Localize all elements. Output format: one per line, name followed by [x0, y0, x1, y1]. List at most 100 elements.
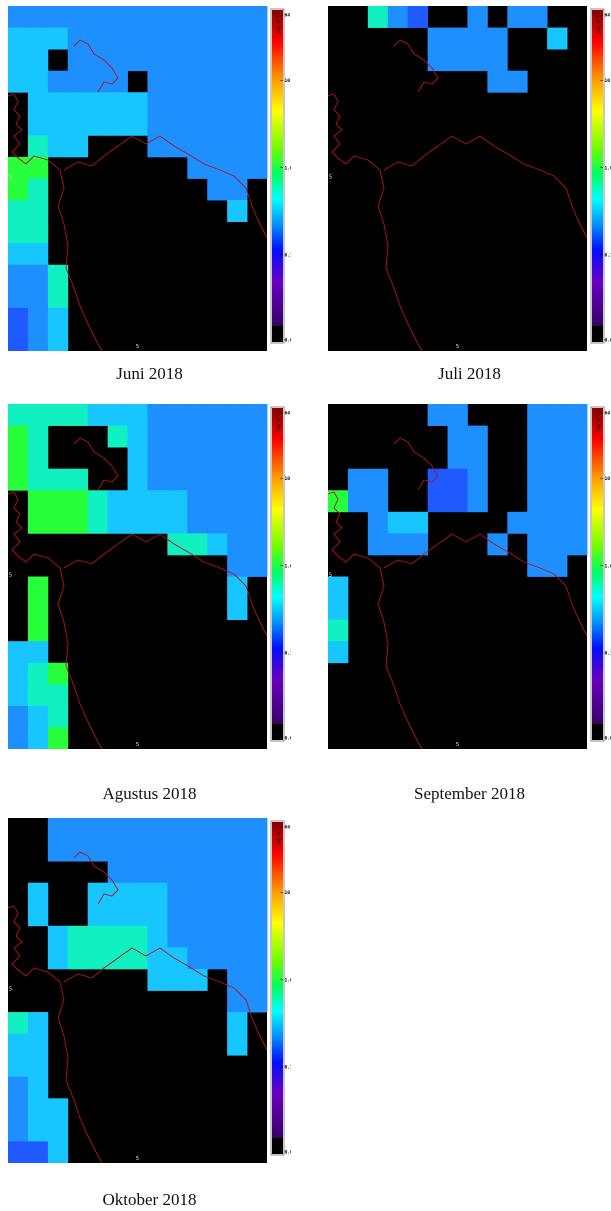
grid-cell	[167, 425, 188, 448]
chlorophyll-grid	[8, 6, 268, 351]
grid-cell	[207, 92, 228, 115]
grid-cell	[107, 861, 128, 884]
grid-cell	[147, 968, 168, 991]
grid-cell	[567, 511, 588, 534]
panel-caption-juli: Juli 2018	[438, 364, 501, 383]
colorbar-tick-label: 0.01	[605, 736, 611, 742]
grid-cell	[47, 490, 69, 513]
grid-cell	[207, 882, 228, 905]
grid-cell	[227, 533, 248, 556]
grid-cell	[127, 511, 148, 534]
grid-cell	[47, 705, 69, 728]
colorbar-underflow	[272, 723, 283, 740]
grid-cell	[47, 818, 69, 840]
grid-cell	[147, 92, 168, 115]
colorbar-tick-label: 64.57	[285, 13, 292, 19]
grid-cell	[47, 70, 69, 93]
grid-cell	[227, 818, 248, 840]
colorbar-tick-label: 0.01	[285, 1150, 292, 1156]
grid-cell	[367, 468, 389, 491]
grid-cell	[467, 425, 488, 448]
grid-cell	[567, 404, 588, 426]
grid-cell	[27, 468, 49, 491]
grid-cell	[8, 307, 29, 330]
grid-cell	[207, 425, 228, 448]
grid-cell	[67, 92, 89, 115]
grid-cell	[407, 511, 429, 534]
grid-cell	[27, 264, 49, 287]
axis-tick-label: 5	[456, 742, 459, 748]
colorbar-tick-label: 0.10	[285, 252, 292, 258]
grid-cell	[207, 490, 228, 513]
colorbar-unit-label: (mg m⁻³)	[596, 410, 602, 432]
grid-cell	[127, 468, 148, 491]
grid-cell	[8, 1055, 29, 1078]
grid-cell	[27, 684, 49, 707]
grid-cell	[167, 511, 188, 534]
colorbar-tick-label: 64.57	[285, 825, 292, 831]
grid-cell	[47, 307, 69, 330]
grid-cell	[187, 92, 208, 115]
grid-cell	[87, 925, 109, 948]
grid-cell	[127, 425, 148, 448]
grid-cell	[47, 684, 69, 707]
grid-cell	[547, 511, 568, 534]
grid-cell	[127, 839, 148, 862]
grid-cell	[328, 576, 349, 599]
grid-cell	[27, 286, 49, 309]
grid-cell	[227, 178, 248, 201]
grid-cell	[567, 490, 588, 513]
grid-cell	[27, 156, 49, 179]
grid-cell	[547, 425, 568, 448]
colorbar-tick-label: 10.00	[605, 78, 611, 84]
grid-cell	[27, 27, 49, 50]
grid-cell	[87, 904, 109, 927]
colorbar-tick-label: 1.00	[605, 563, 611, 569]
grid-cell	[8, 1119, 29, 1142]
grid-cell	[247, 27, 268, 50]
grid-cell	[8, 1033, 29, 1056]
grid-cell	[407, 533, 429, 556]
grid-cell	[187, 27, 208, 50]
grid-cell	[107, 113, 128, 136]
colorbar	[592, 10, 603, 326]
grid-cell	[207, 49, 228, 72]
grid-cell	[247, 533, 268, 556]
grid-cell	[167, 818, 188, 840]
grid-cell	[467, 447, 488, 470]
grid-cell	[147, 839, 168, 862]
colorbar-tick-label: 10.00	[605, 476, 611, 482]
panel-caption-september: September 2018	[414, 784, 525, 803]
grid-cell	[67, 135, 89, 158]
axis-tick-label: 5	[9, 987, 12, 993]
grid-cell	[27, 904, 49, 927]
grid-cell	[27, 1033, 49, 1056]
grid-cell	[207, 27, 228, 50]
colorbar	[272, 822, 283, 1138]
grid-cell	[447, 49, 468, 72]
map-panel-juli: 5 5 (mg m⁻³)64.57 10.00 1.00 0.10 0.01	[328, 6, 611, 351]
grid-cell	[147, 511, 168, 534]
grid-cell	[187, 968, 208, 991]
grid-cell	[27, 425, 49, 448]
grid-cell	[8, 1141, 29, 1163]
grid-cell	[247, 70, 268, 93]
grid-cell	[87, 490, 109, 513]
grid-cell	[47, 286, 69, 309]
grid-cell	[467, 468, 488, 491]
grid-cell	[27, 1098, 49, 1121]
grid-cell	[247, 882, 268, 905]
grid-cell	[527, 468, 548, 491]
colorbar-tick-label: 0.01	[605, 338, 611, 344]
grid-cell	[27, 727, 49, 749]
grid-cell	[167, 904, 188, 927]
grid-cell	[447, 447, 468, 470]
panel-caption-juni: Juni 2018	[116, 364, 183, 383]
grid-cell	[527, 425, 548, 448]
grid-cell	[27, 178, 49, 201]
grid-cell	[227, 839, 248, 862]
grid-cell	[527, 511, 548, 534]
colorbar-tick-label: 0.01	[285, 736, 292, 742]
grid-cell	[187, 70, 208, 93]
map-panel-september: 5 5 (mg m⁻³)64.57 10.00 1.00 0.10 0.01	[328, 404, 611, 749]
